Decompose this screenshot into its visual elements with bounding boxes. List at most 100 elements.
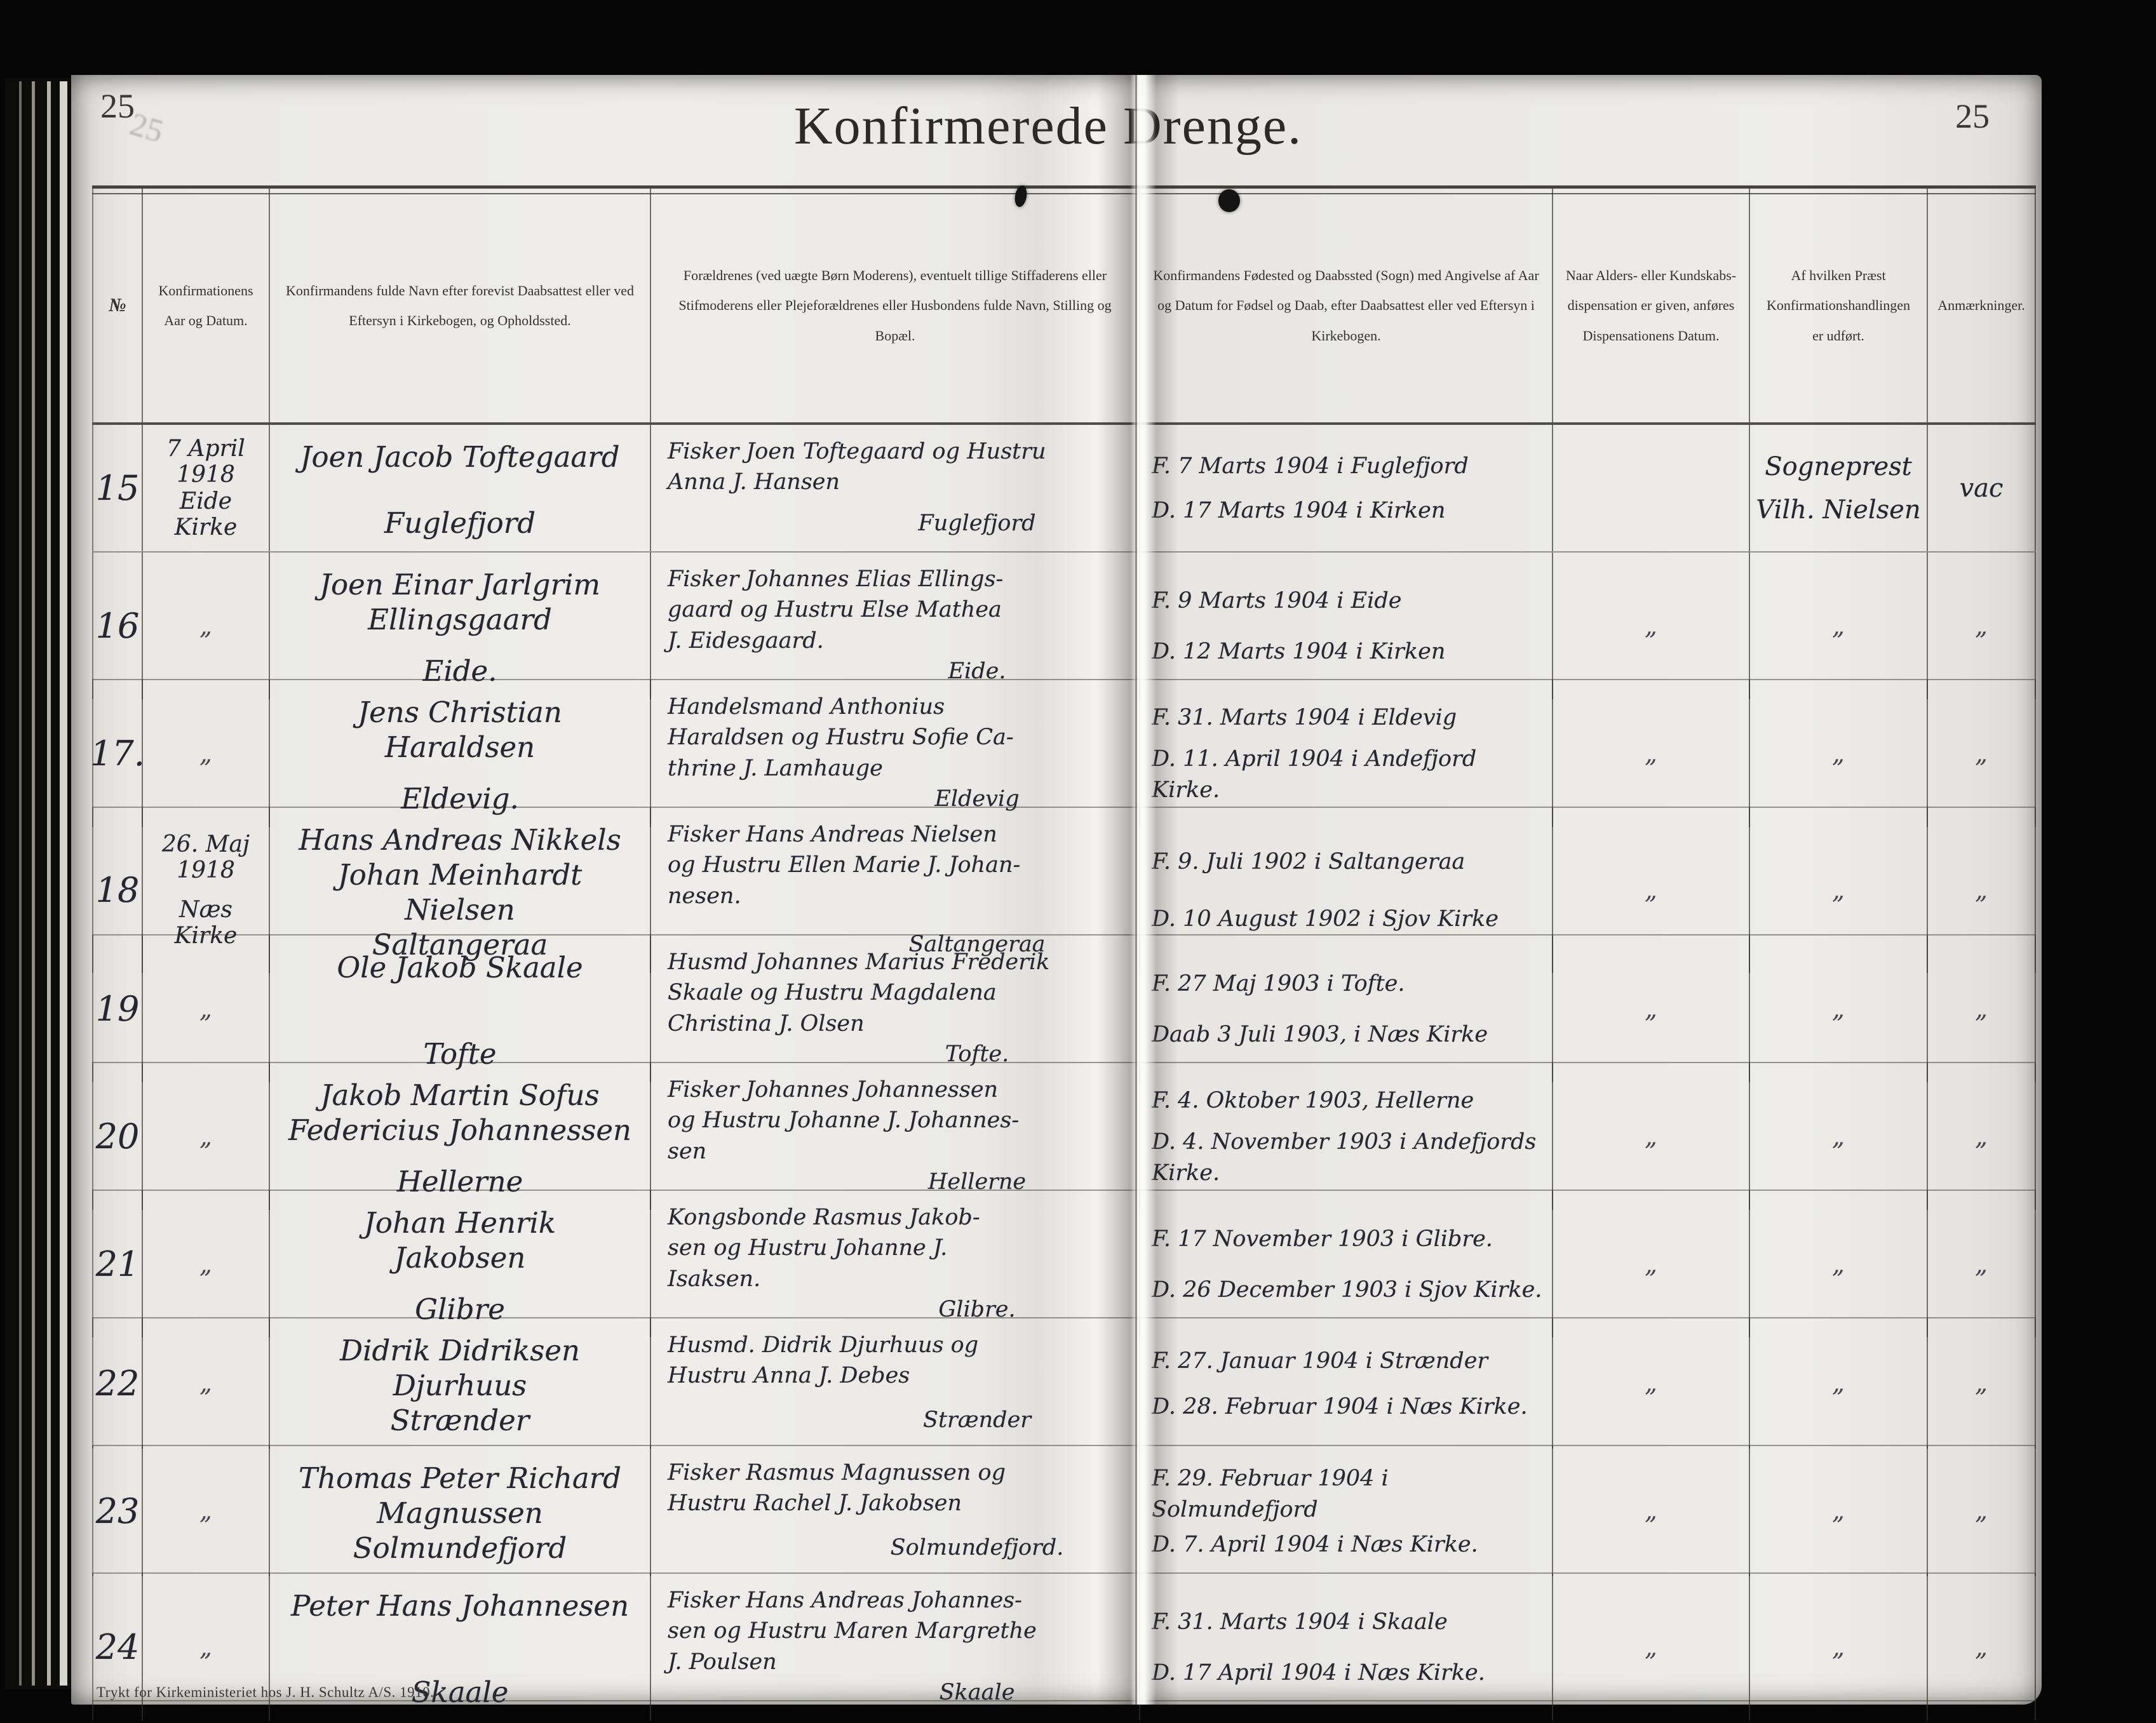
cell-confirmation-date: „ bbox=[143, 1191, 270, 1338]
cell-priest: „ bbox=[1750, 680, 1928, 828]
cell-confirmand-name: Joen Jacob Toftegaard Fuglefjord bbox=[270, 425, 651, 551]
cell-birth-baptism-line: F. 31. Marts 1904 i Eldevig bbox=[1152, 705, 1457, 731]
cell-confirmation-date: „ bbox=[143, 935, 270, 1083]
cell-confirmand-name: Joen Einar Jarlgrim Ellingsgaard Eide. bbox=[270, 553, 651, 700]
cell-parents-residence: Skaale bbox=[939, 1679, 1015, 1705]
cell-confirmation-date-line: „ bbox=[199, 1369, 212, 1398]
column-header-birth: Konfirmandens Fødested og Daabssted (Sog… bbox=[1140, 189, 1553, 422]
cell-row-number-line: 17. bbox=[90, 734, 145, 774]
table-row: 20 „ Jakob Martin Sofus Federicius Johannes… bbox=[92, 1063, 2036, 1210]
cell-priest-line: „ bbox=[1832, 739, 1845, 768]
cell-birth-baptism: F. 9 Marts 1904 i Eide D. 12 Marts 1904 i… bbox=[1140, 553, 1553, 700]
cell-parents-line: Fisker Hans Andreas Johannes- bbox=[668, 1588, 1022, 1613]
cell-parents-line: Fisker Rasmus Magnussen og bbox=[668, 1460, 1006, 1485]
cell-row-number-line: 16 bbox=[95, 606, 140, 647]
cell-confirmation-date: „ bbox=[143, 553, 270, 700]
cell-row-number: 18 bbox=[92, 808, 143, 973]
cell-priest: „ bbox=[1750, 1063, 1928, 1210]
cell-parents-residence: Strænder bbox=[922, 1407, 1032, 1433]
table-row: 21 „ Johan Henrik Jakobsen Glibre Kongsbonde … bbox=[92, 1191, 2036, 1338]
cell-priest-line: „ bbox=[1832, 1497, 1845, 1525]
page-edge-strip bbox=[47, 81, 51, 1686]
cell-priest-line: Sogneprest bbox=[1765, 452, 1912, 481]
cell-birth-baptism-line: F. 27. Januar 1904 i Strænder bbox=[1152, 1348, 1488, 1374]
cell-dispensation-line: „ bbox=[1645, 1250, 1657, 1278]
cell-confirmation-date-line: 26. Maj 1918 bbox=[161, 831, 250, 884]
cell-priest-line: „ bbox=[1832, 1633, 1845, 1661]
cell-parents: Fisker Hans Andreas Johannes-sen og Hust… bbox=[651, 1574, 1140, 1721]
cell-birth-baptism: F. 4. Oktober 1903, Hellerne D. 4. Novemb… bbox=[1140, 1063, 1553, 1210]
cell-birth-baptism-line: F. 7 Marts 1904 i Fuglefjord bbox=[1152, 453, 1469, 479]
cell-parents-residence: Eide. bbox=[948, 658, 1006, 684]
table-row: 22 „ Didrik Didriksen Djurhuus Strænder Husmd… bbox=[92, 1318, 2036, 1449]
cell-remarks-line: „ bbox=[1975, 1497, 1988, 1525]
cell-parents: Fisker Johannes Johannessen og Hustru Joh… bbox=[651, 1063, 1140, 1210]
cell-birth-baptism: F. 9. Juli 1902 i Saltangeraa D. 10 Augus… bbox=[1140, 808, 1553, 973]
cell-parents: Fisker Johannes Elias Ellings-gaard og H… bbox=[651, 553, 1140, 700]
cell-confirmand-name-line: Magnussen bbox=[377, 1496, 543, 1530]
cell-birth-baptism-line: D. 26 December 1903 i Sjov Kirke. bbox=[1152, 1277, 1542, 1303]
cell-dispensation-line: „ bbox=[1645, 612, 1657, 640]
table-header-row: № Konfirmationens Aar og Datum. Konfirma… bbox=[92, 189, 2036, 425]
cell-name-residence: Solmundefjord bbox=[353, 1531, 567, 1565]
cell-remarks: „ bbox=[1928, 553, 2036, 700]
table-row: 19 „ Ole Jakob Skaale Tofte Husmd Johannes M… bbox=[92, 935, 2036, 1083]
cell-confirmand-name-line: Haraldsen bbox=[384, 730, 536, 764]
table-body: 15 7 April 1918 Eide Kirke Joen Jacob Tofte… bbox=[90, 425, 2036, 1721]
cell-remarks: „ bbox=[1928, 808, 2036, 973]
cell-confirmand-name-line: Didrik Didriksen bbox=[340, 1334, 580, 1367]
cell-row-number-line: 19 bbox=[95, 989, 140, 1029]
cell-confirmand-name: Johan Henrik Jakobsen Glibre bbox=[270, 1191, 651, 1338]
cell-confirmand-name-line: Djurhuus bbox=[393, 1368, 527, 1402]
cell-parents-line: sen og Hustru Maren Margrethe bbox=[668, 1618, 1037, 1644]
cell-confirmation-date-line: 7 April 1918 bbox=[166, 436, 245, 488]
cell-row-number: 17. bbox=[90, 680, 145, 828]
cell-dispensation-line: „ bbox=[1645, 739, 1657, 768]
cell-parents-line: Hustru Rachel J. Jakobsen bbox=[668, 1491, 962, 1517]
cell-parents-line: Isaksen. bbox=[668, 1266, 761, 1292]
cell-birth-baptism-line: D. 12 Marts 1904 i Kirken bbox=[1152, 639, 1446, 665]
cell-remarks-line: „ bbox=[1975, 1369, 1988, 1398]
cell-birth-baptism-line: F. 9. Juli 1902 i Saltangeraa bbox=[1152, 849, 1465, 875]
cell-confirmand-name-line: Jens Christian bbox=[358, 695, 562, 729]
cell-row-number: 20 bbox=[92, 1063, 143, 1210]
cell-confirmation-date: „ bbox=[143, 1063, 270, 1210]
cell-birth-baptism-line: D. 4. November 1903 i Andefjords Kirke. bbox=[1152, 1129, 1537, 1186]
cell-parents-line: Fisker Joen Toftegaard og Hustru bbox=[668, 439, 1046, 464]
cell-row-number: 16 bbox=[92, 553, 143, 700]
cell-parents-line: Skaale og Hustru Magdalena bbox=[668, 980, 997, 1006]
cell-birth-baptism-line: D. 11. April 1904 i Andefjord Kirke. bbox=[1152, 746, 1477, 803]
cell-birth-baptism: F. 31. Marts 1904 i Eldevig D. 11. April … bbox=[1140, 680, 1553, 828]
cell-birth-baptism: F. 27. Januar 1904 i Strænder D. 28. Febr… bbox=[1140, 1318, 1553, 1449]
cell-priest-line: Vilh. Nielsen bbox=[1756, 495, 1921, 525]
column-header-name: Konfirmandens fulde Navn efter forevist … bbox=[270, 189, 651, 422]
cell-parents-line: J. Poulsen bbox=[668, 1649, 777, 1675]
cell-priest: „ bbox=[1750, 808, 1928, 973]
cell-remarks-line: „ bbox=[1975, 612, 1988, 640]
cell-parents-line: Fisker Johannes Elias Ellings- bbox=[668, 567, 1004, 592]
column-header-priest: Af hvilken Præst Konfirmationshandlingen… bbox=[1750, 189, 1928, 422]
cell-parents-residence: Glibre. bbox=[938, 1296, 1016, 1322]
cell-dispensation bbox=[1553, 425, 1750, 551]
cell-confirmand-name: Hans Andreas Nikkels Johan Meinhardt Niels… bbox=[270, 808, 651, 973]
cell-confirmation-date: „ bbox=[143, 1446, 270, 1576]
table-row: 23 „ Thomas Peter Richard Magnussen Solmunde… bbox=[92, 1446, 2036, 1576]
cell-dispensation-line: „ bbox=[1645, 995, 1657, 1023]
cell-parents-line: Haraldsen og Hustru Sofie Ca- bbox=[668, 725, 1014, 751]
cell-confirmand-name-line: Nielsen bbox=[405, 892, 515, 927]
cell-priest-line: „ bbox=[1832, 612, 1845, 640]
cell-dispensation: „ bbox=[1553, 1063, 1750, 1210]
cell-confirmand-name: Jakob Martin Sofus Federicius Johannessen… bbox=[270, 1063, 651, 1210]
cell-confirmation-date: 7 April 1918 Eide Kirke bbox=[143, 425, 270, 551]
cell-confirmation-date-line: Næs Kirke bbox=[174, 897, 238, 949]
table-row: 15 7 April 1918 Eide Kirke Joen Jacob Tofte… bbox=[92, 425, 2036, 553]
cell-row-number-line: 15 bbox=[95, 468, 140, 508]
cell-birth-baptism-line: F. 4. Oktober 1903, Hellerne bbox=[1152, 1088, 1474, 1114]
cell-confirmation-date-line: „ bbox=[199, 995, 212, 1023]
cell-dispensation: „ bbox=[1553, 1446, 1750, 1576]
cell-confirmand-name: Ole Jakob Skaale Tofte bbox=[270, 935, 651, 1083]
cell-parents-line: Fisker Johannes Johannessen bbox=[668, 1077, 999, 1103]
cell-remarks: „ bbox=[1928, 935, 2036, 1083]
table-row: 16 „ Joen Einar Jarlgrim Ellingsgaard Eide. F… bbox=[92, 553, 2036, 700]
cell-parents-line: nesen. bbox=[668, 883, 741, 909]
